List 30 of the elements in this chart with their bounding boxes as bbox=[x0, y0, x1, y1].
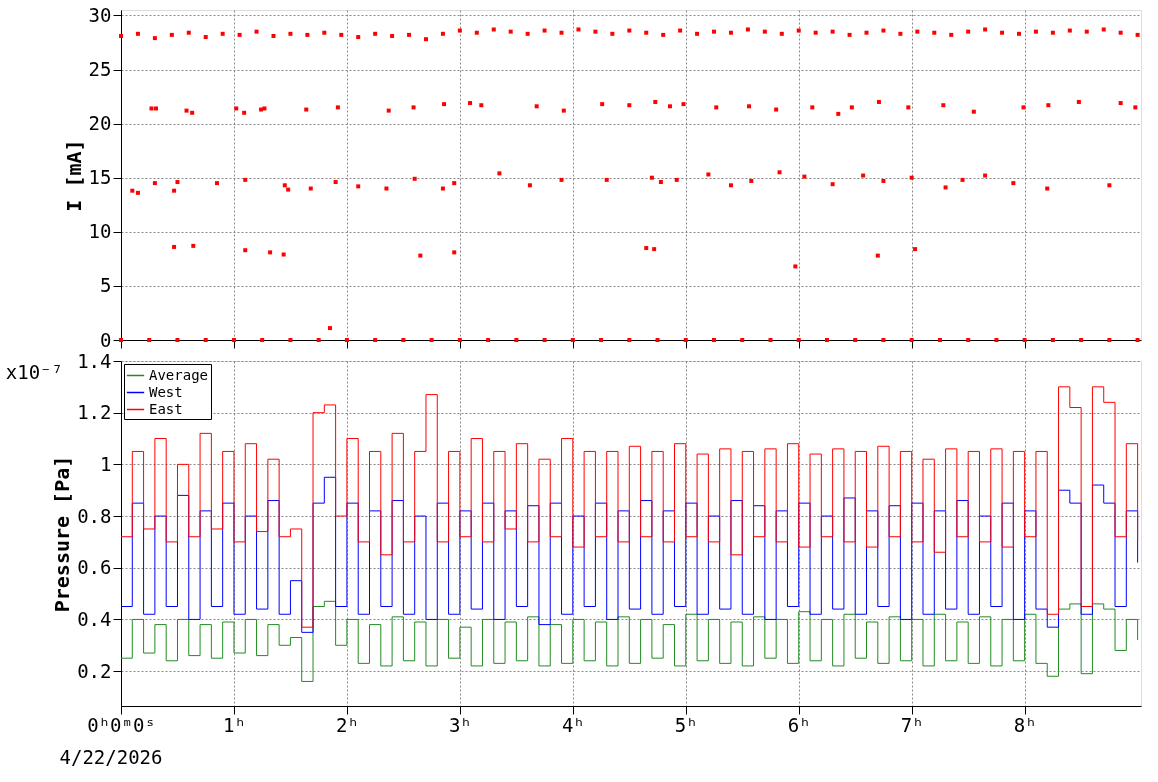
y-tick-label: 0 bbox=[100, 328, 112, 351]
x-tick-label: 1ʰ bbox=[223, 713, 246, 736]
x-tick-label: 4ʰ bbox=[561, 713, 585, 736]
x-tick-label: 7ʰ bbox=[900, 713, 924, 736]
x-tick-label: 6ʰ bbox=[787, 713, 811, 736]
y-tick-label: 1 bbox=[100, 452, 112, 475]
legend-label: West bbox=[149, 383, 183, 400]
y-tick-label: 0.6 bbox=[77, 556, 112, 579]
y-tick-label: 30 bbox=[88, 3, 112, 26]
y-tick-label: 0.4 bbox=[77, 607, 112, 630]
x-tick-label: 8ʰ bbox=[1013, 713, 1037, 736]
y-tick-label: 25 bbox=[88, 58, 112, 81]
x-tick-label: 3ʰ bbox=[448, 713, 472, 736]
y-tick-label: 1.2 bbox=[77, 401, 112, 424]
y-axis-title: I [mA] bbox=[61, 139, 86, 212]
y-tick-label: 10 bbox=[88, 220, 112, 243]
x-tick-label: 2ʰ bbox=[335, 713, 359, 736]
y-tick-label: 0.8 bbox=[77, 504, 112, 527]
y-axis-title: Pressure [Pa] bbox=[50, 455, 75, 613]
y-tick-label: 1.4 bbox=[77, 349, 112, 372]
text: 4/22/2026 bbox=[59, 746, 163, 768]
y-tick-label: 0.2 bbox=[77, 659, 112, 682]
legend-label: East bbox=[149, 400, 183, 417]
y-tick-label: 5 bbox=[100, 274, 112, 297]
x-tick-label: 0ʰ0ᵐ0ˢ bbox=[87, 713, 156, 736]
y-tick-label: 20 bbox=[88, 112, 112, 135]
legend-label: Average bbox=[149, 366, 209, 383]
y-tick-label: 15 bbox=[88, 166, 112, 189]
x-tick-label: 5ʰ bbox=[674, 713, 698, 736]
text: x10⁻⁷ bbox=[5, 361, 63, 383]
